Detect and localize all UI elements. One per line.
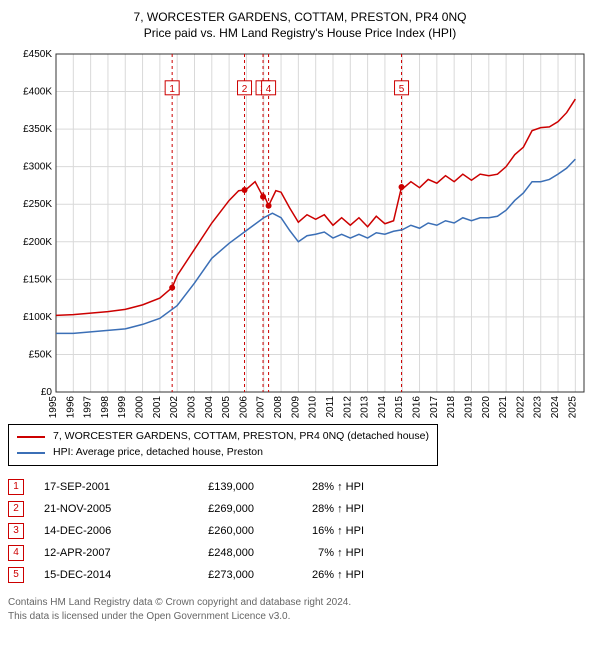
svg-text:2021: 2021 xyxy=(498,396,509,418)
svg-text:2014: 2014 xyxy=(377,396,388,418)
svg-text:2015: 2015 xyxy=(394,396,405,418)
event-price: £139,000 xyxy=(164,481,254,493)
svg-text:£450K: £450K xyxy=(23,49,52,60)
legend-swatch xyxy=(17,436,45,438)
svg-text:1997: 1997 xyxy=(83,396,94,418)
event-marker: 2 xyxy=(8,501,24,517)
svg-text:2003: 2003 xyxy=(186,396,197,418)
chart-title: 7, WORCESTER GARDENS, COTTAM, PRESTON, P… xyxy=(8,10,592,24)
event-pct: 7% ↑ HPI xyxy=(274,547,364,559)
event-date: 17-SEP-2001 xyxy=(44,481,144,493)
event-pct: 26% ↑ HPI xyxy=(274,569,364,581)
svg-text:1996: 1996 xyxy=(65,396,76,418)
event-price: £269,000 xyxy=(164,503,254,515)
event-pct: 28% ↑ HPI xyxy=(274,503,364,515)
legend-label: 7, WORCESTER GARDENS, COTTAM, PRESTON, P… xyxy=(53,429,429,445)
chart-area: £0£50K£100K£150K£200K£250K£300K£350K£400… xyxy=(8,48,592,418)
svg-text:2009: 2009 xyxy=(290,396,301,418)
svg-text:£400K: £400K xyxy=(23,87,52,98)
svg-text:1998: 1998 xyxy=(100,396,111,418)
svg-text:£300K: £300K xyxy=(23,162,52,173)
event-marker: 5 xyxy=(8,567,24,583)
event-date: 14-DEC-2006 xyxy=(44,525,144,537)
svg-text:2022: 2022 xyxy=(515,396,526,418)
svg-text:2023: 2023 xyxy=(533,396,544,418)
event-row: 3 14-DEC-2006 £260,000 16% ↑ HPI xyxy=(8,520,592,542)
svg-text:£200K: £200K xyxy=(23,237,52,248)
svg-text:2006: 2006 xyxy=(238,396,249,418)
svg-text:5: 5 xyxy=(399,84,405,95)
svg-text:2001: 2001 xyxy=(152,396,163,418)
svg-text:2013: 2013 xyxy=(360,396,371,418)
legend: 7, WORCESTER GARDENS, COTTAM, PRESTON, P… xyxy=(8,424,438,466)
event-date: 15-DEC-2014 xyxy=(44,569,144,581)
chart-subtitle: Price paid vs. HM Land Registry's House … xyxy=(8,26,592,40)
event-date: 21-NOV-2005 xyxy=(44,503,144,515)
svg-text:2019: 2019 xyxy=(463,396,474,418)
svg-text:2004: 2004 xyxy=(204,396,215,418)
svg-text:1: 1 xyxy=(169,84,175,95)
svg-text:2011: 2011 xyxy=(325,396,336,418)
svg-text:2024: 2024 xyxy=(550,396,561,418)
event-row: 1 17-SEP-2001 £139,000 28% ↑ HPI xyxy=(8,476,592,498)
svg-text:£350K: £350K xyxy=(23,124,52,135)
event-price: £273,000 xyxy=(164,569,254,581)
svg-text:£100K: £100K xyxy=(23,312,52,323)
legend-item: 7, WORCESTER GARDENS, COTTAM, PRESTON, P… xyxy=(17,429,429,445)
legend-label: HPI: Average price, detached house, Pres… xyxy=(53,445,263,461)
footer-attribution: Contains HM Land Registry data © Crown c… xyxy=(8,596,592,624)
legend-swatch xyxy=(17,452,45,454)
svg-text:2008: 2008 xyxy=(273,396,284,418)
svg-text:2002: 2002 xyxy=(169,396,180,418)
event-marker: 3 xyxy=(8,523,24,539)
event-price: £248,000 xyxy=(164,547,254,559)
line-chart: £0£50K£100K£150K£200K£250K£300K£350K£400… xyxy=(8,48,592,418)
event-pct: 28% ↑ HPI xyxy=(274,481,364,493)
event-date: 12-APR-2007 xyxy=(44,547,144,559)
svg-text:2: 2 xyxy=(242,84,248,95)
event-marker: 4 xyxy=(8,545,24,561)
legend-item: HPI: Average price, detached house, Pres… xyxy=(17,445,429,461)
event-price: £260,000 xyxy=(164,525,254,537)
svg-text:2005: 2005 xyxy=(221,396,232,418)
event-row: 4 12-APR-2007 £248,000 7% ↑ HPI xyxy=(8,542,592,564)
svg-text:1995: 1995 xyxy=(48,396,59,418)
svg-text:2000: 2000 xyxy=(135,396,146,418)
svg-text:2007: 2007 xyxy=(256,396,267,418)
events-table: 1 17-SEP-2001 £139,000 28% ↑ HPI 2 21-NOV-200… xyxy=(8,476,592,586)
event-row: 5 15-DEC-2014 £273,000 26% ↑ HPI xyxy=(8,564,592,586)
svg-text:£150K: £150K xyxy=(23,274,52,285)
svg-text:2012: 2012 xyxy=(342,396,353,418)
svg-text:2018: 2018 xyxy=(446,396,457,418)
event-row: 2 21-NOV-2005 £269,000 28% ↑ HPI xyxy=(8,498,592,520)
svg-text:£250K: £250K xyxy=(23,199,52,210)
svg-text:£50K: £50K xyxy=(29,349,53,360)
svg-text:4: 4 xyxy=(266,84,272,95)
svg-text:2017: 2017 xyxy=(429,396,440,418)
svg-text:2020: 2020 xyxy=(481,396,492,418)
footer-line-2: This data is licensed under the Open Gov… xyxy=(8,610,592,624)
footer-line-1: Contains HM Land Registry data © Crown c… xyxy=(8,596,592,610)
svg-text:2016: 2016 xyxy=(412,396,423,418)
event-pct: 16% ↑ HPI xyxy=(274,525,364,537)
svg-text:1999: 1999 xyxy=(117,396,128,418)
svg-text:2010: 2010 xyxy=(308,396,319,418)
svg-text:2025: 2025 xyxy=(567,396,578,418)
event-marker: 1 xyxy=(8,479,24,495)
